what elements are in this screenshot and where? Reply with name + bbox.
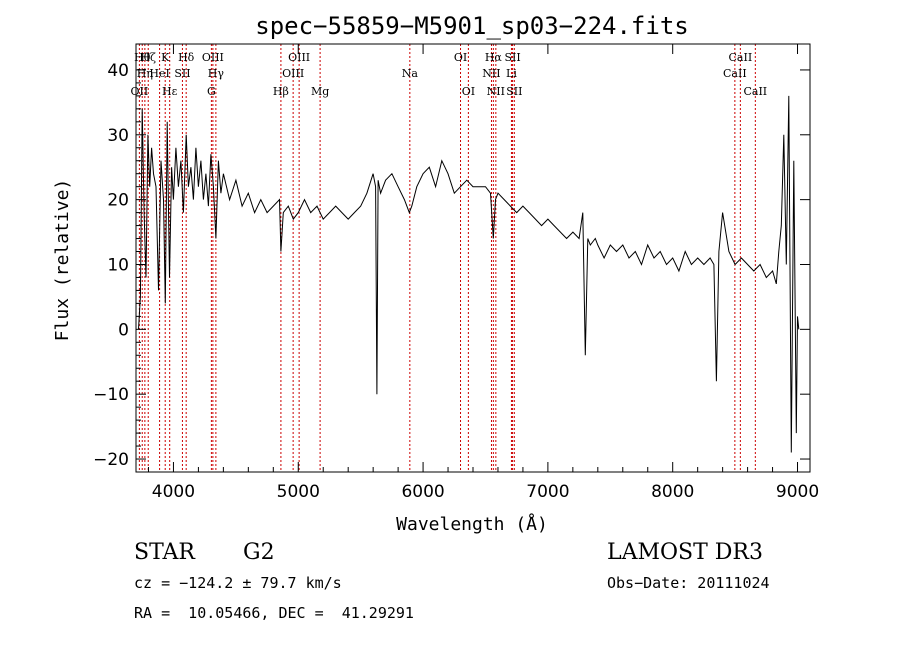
- line-label-1: Hθ: [134, 51, 151, 64]
- y-axis-label: Flux (relative): [52, 179, 73, 342]
- x-axis-label: Wavelength (Å): [396, 513, 548, 535]
- line-label-21: NII: [487, 85, 505, 98]
- line-label-8: Hδ: [178, 51, 195, 64]
- redshift-velocity: cz = −124.2 ± 79.7 km/s: [134, 574, 342, 592]
- y-tick-label-5: 30: [107, 126, 129, 146]
- object-subclass: G2: [243, 540, 275, 565]
- line-label-4: K: [161, 51, 170, 64]
- line-label-7: SII: [174, 67, 190, 80]
- line-label-26: CaII: [723, 67, 747, 80]
- y-tick-label-1: −10: [93, 385, 129, 405]
- line-label-25: CaII: [729, 51, 753, 64]
- line-label-22: SII: [504, 51, 520, 64]
- observation-date: Obs−Date: 20111024: [607, 574, 770, 592]
- line-label-6: HeI: [149, 67, 169, 80]
- y-tick-label-4: 20: [107, 191, 129, 211]
- line-label-17: OI: [454, 51, 467, 64]
- x-tick-label-2: 6000: [401, 482, 444, 502]
- line-label-5: Hε: [162, 85, 178, 98]
- x-tick-label-4: 8000: [651, 482, 694, 502]
- spectrum-series-line: [138, 95, 800, 453]
- line-label-18: OI: [462, 85, 475, 98]
- line-label-11: G: [207, 85, 216, 98]
- line-label-12: Hβ: [273, 85, 289, 98]
- line-label-23: Li: [506, 67, 517, 80]
- y-axis-ticks: −20 −10 0 10 20 30 40: [93, 61, 810, 470]
- emission-line-markers: [138, 44, 756, 472]
- line-label-3: Hζ: [140, 51, 156, 64]
- x-tick-label-1: 5000: [277, 482, 320, 502]
- object-class: STAR: [134, 540, 195, 565]
- x-axis-ticks: 4000 5000 6000 7000 8000 9000: [147, 44, 819, 502]
- line-label-13: OIII: [282, 67, 304, 80]
- x-tick-label-3: 7000: [526, 482, 569, 502]
- line-label-10: Hγ: [208, 67, 225, 80]
- sky-coordinates: RA = 10.05466, DEC = 41.29291: [134, 604, 414, 622]
- survey-name: LAMOST DR3: [607, 540, 763, 565]
- x-tick-label-0: 4000: [152, 482, 195, 502]
- y-tick-label-6: 40: [107, 61, 129, 81]
- line-label-20: NII: [482, 67, 500, 80]
- y-tick-label-0: −20: [93, 450, 129, 470]
- y-tick-label-2: 0: [118, 320, 129, 340]
- line-label-24: SII: [506, 85, 522, 98]
- line-label-16: Na: [402, 67, 419, 80]
- x-tick-label-5: 9000: [776, 482, 819, 502]
- line-label-9: OIII: [202, 51, 224, 64]
- line-label-27: CaII: [743, 85, 767, 98]
- y-tick-label-3: 10: [107, 255, 129, 275]
- line-label-15: Mg: [311, 85, 329, 98]
- plot-frame: [135, 43, 811, 473]
- line-label-19: Hα: [485, 51, 503, 64]
- line-label-0: OII: [131, 85, 149, 98]
- chart-title: spec−55859−M5901_sp03−224.fits: [255, 12, 688, 40]
- line-label-14: OIII: [288, 51, 310, 64]
